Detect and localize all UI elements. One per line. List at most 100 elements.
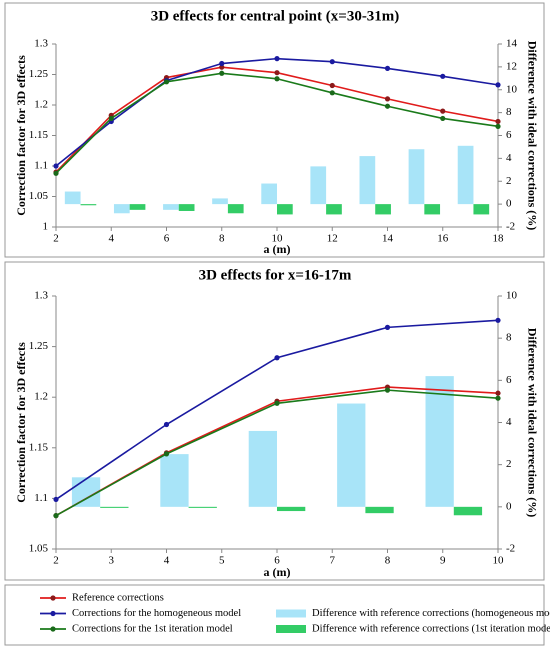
bar	[326, 204, 342, 215]
bar	[359, 156, 376, 205]
y2-tick-label: 0	[506, 198, 512, 210]
x-tick-label: 16	[437, 233, 449, 245]
legend-marker	[50, 626, 56, 632]
bar	[337, 403, 366, 507]
point	[495, 123, 501, 129]
point	[495, 82, 501, 88]
x-tick-label: 8	[385, 555, 391, 567]
point	[384, 324, 391, 330]
point	[495, 395, 501, 401]
bar	[248, 430, 277, 507]
point	[163, 451, 170, 457]
panel-frame	[4, 261, 545, 581]
point	[274, 56, 280, 62]
y-axis-label: Correction factor for 3D effects	[14, 55, 28, 216]
point	[440, 73, 446, 79]
x-tick-label: 8	[219, 233, 225, 245]
x-tick-label: 4	[164, 555, 170, 567]
point	[384, 65, 391, 71]
legend-label: Corrections for the homogeneous model	[72, 608, 241, 619]
bar	[188, 506, 217, 508]
x-tick-label: 6	[164, 233, 170, 245]
bar	[227, 204, 244, 214]
y2-tick-label: -2	[506, 221, 515, 233]
point	[274, 70, 280, 76]
legend-frame	[4, 584, 545, 646]
bar	[310, 166, 327, 205]
point	[384, 387, 391, 393]
point	[53, 170, 59, 176]
y-tick-label: 1.25	[29, 68, 49, 80]
y-tick-label: 1.25	[29, 340, 49, 352]
point	[274, 355, 280, 361]
legend-swatch	[276, 609, 306, 618]
y2-tick-label: 10	[506, 83, 518, 95]
legend-label: Reference corrections	[72, 592, 164, 603]
point	[274, 400, 280, 406]
bar	[408, 149, 425, 205]
bar	[277, 506, 306, 512]
y2-tick-label: 12	[506, 60, 517, 72]
point	[329, 90, 335, 96]
bar	[261, 183, 277, 205]
y-tick-label: 1.2	[34, 99, 48, 111]
y-axis-label: Correction factor for 3D effects	[14, 342, 28, 503]
x-tick-label: 2	[53, 555, 59, 567]
bar	[453, 506, 483, 516]
y2-tick-label: 2	[506, 458, 512, 470]
point	[440, 108, 446, 114]
point	[53, 496, 59, 503]
line	[55, 72, 499, 174]
y-tick-label: 1.05	[29, 543, 49, 555]
bar	[473, 204, 490, 215]
bar	[365, 506, 394, 514]
point	[329, 82, 335, 89]
legend-label: Difference with reference corrections (h…	[312, 608, 550, 619]
point	[53, 163, 59, 169]
y2-tick-label: 8	[506, 332, 512, 344]
point	[163, 79, 170, 85]
bar	[71, 477, 101, 507]
y-tick-label: 1.1	[34, 492, 48, 504]
point	[53, 513, 59, 519]
y2-tick-label: -2	[506, 543, 515, 555]
legend-marker	[50, 595, 56, 601]
bar	[457, 145, 474, 205]
bar	[160, 454, 189, 507]
point	[329, 59, 335, 65]
chart-title: 3D effects for central point (x=30-31m)	[151, 8, 400, 24]
bar	[178, 204, 195, 211]
line	[55, 66, 499, 173]
bar	[64, 191, 81, 205]
bar	[113, 204, 130, 214]
x-tick-label: 3	[109, 555, 115, 567]
x-tick-label: 6	[274, 555, 280, 567]
y2-tick-label: 10	[506, 290, 518, 302]
x-tick-label: 14	[382, 233, 394, 245]
point	[219, 70, 225, 76]
y2-tick-label: 14	[506, 38, 518, 50]
x-tick-label: 10	[493, 555, 505, 567]
y-tick-label: 1.15	[29, 129, 49, 141]
y2-tick-label: 6	[506, 129, 512, 141]
chart-title: 3D effects for x=16-17m	[199, 267, 352, 283]
point	[274, 76, 280, 82]
x-tick-label: 10	[272, 233, 284, 245]
y-tick-label: 1.05	[29, 190, 49, 202]
x-axis-label: a (m)	[264, 565, 291, 579]
point	[384, 96, 391, 102]
y-tick-label: 1.2	[34, 391, 48, 403]
legend-label: Corrections for the 1st iteration model	[72, 623, 233, 634]
point	[384, 103, 391, 109]
y2-tick-label: 8	[506, 106, 512, 118]
point	[495, 390, 501, 396]
bar	[100, 506, 129, 508]
point	[163, 421, 170, 428]
x-tick-label: 2	[53, 233, 59, 245]
y-tick-label: 1.3	[34, 38, 48, 50]
y-tick-label: 1.1	[34, 160, 48, 172]
y2-tick-label: 4	[506, 152, 512, 164]
bar	[277, 204, 293, 215]
